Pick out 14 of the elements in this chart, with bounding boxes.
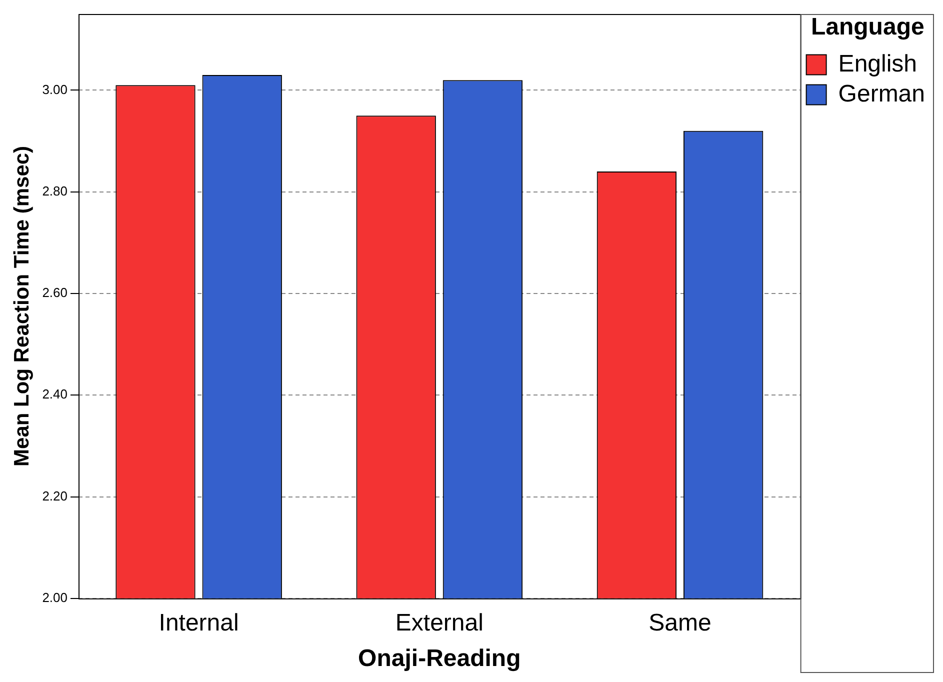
x-tick-label: Same	[648, 609, 712, 636]
legend-label: German	[838, 80, 926, 108]
y-tick-label: 2.60	[42, 285, 68, 300]
legend-title: Language	[810, 14, 924, 41]
y-tick-label: 2.00	[42, 590, 68, 605]
y-tick-label: 2.40	[42, 386, 68, 402]
y-tick-label: 2.80	[42, 183, 68, 198]
legend-label: English	[838, 50, 918, 78]
y-tick-label: 3.00	[42, 82, 68, 97]
x-tick-label: External	[395, 609, 484, 636]
y-tick-label: 2.20	[42, 488, 68, 504]
y-axis-title: Mean Log Reaction Time (msec)	[10, 146, 34, 466]
x-tick-label: Internal	[158, 609, 239, 636]
x-axis-title: Onaji-Reading	[358, 645, 521, 672]
